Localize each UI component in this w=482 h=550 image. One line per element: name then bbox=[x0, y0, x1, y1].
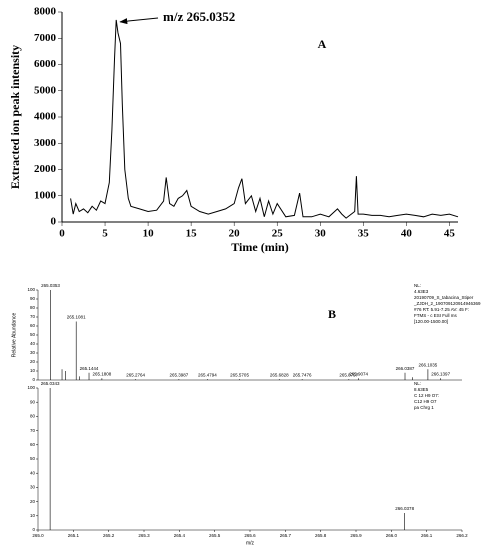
y-tick-label: 60 bbox=[30, 323, 36, 328]
annotation: m/z 265.0352 bbox=[163, 9, 235, 24]
info-text: [120.00-1500.00] bbox=[414, 319, 448, 324]
chromatogram-line bbox=[70, 19, 459, 219]
peak-label: 265.0353 bbox=[41, 283, 60, 288]
y-tick-label: 50 bbox=[30, 332, 36, 337]
peak-label: 265.5705 bbox=[230, 372, 249, 377]
x-tick-label: 30 bbox=[315, 228, 327, 240]
y-tick-label: 8000 bbox=[34, 6, 57, 18]
y-tick-label: 7000 bbox=[34, 32, 57, 44]
peak-label: 266.1397 bbox=[431, 371, 450, 376]
x-tick-label: 0 bbox=[59, 228, 65, 240]
y-tick-label: 2000 bbox=[34, 163, 57, 175]
y-tick-label: 20 bbox=[30, 499, 36, 504]
y-tick-label: 90 bbox=[30, 296, 36, 301]
peak-label: 266.1035 bbox=[419, 362, 438, 367]
y-tick-label: 4000 bbox=[34, 111, 57, 123]
info-text: 20190709_S_tabacina_Stiper bbox=[414, 295, 474, 300]
y-tick-label: 100 bbox=[27, 385, 35, 390]
annotation-arrow bbox=[119, 17, 159, 25]
peak-label: 266.0378 bbox=[395, 506, 414, 511]
info-text: _ZJDH_2_190709120914946369 bbox=[413, 301, 481, 306]
panel-label: B bbox=[328, 307, 336, 321]
peak-label: 265.1081 bbox=[67, 315, 86, 320]
peak-label: 266.0387 bbox=[396, 366, 415, 371]
info-text: 8.63E5 bbox=[414, 387, 429, 392]
panel-label: A bbox=[318, 37, 327, 51]
info-text: #76 RT: 5.91-7.25 AV: 45 F: bbox=[414, 307, 469, 312]
x-tick-label: 265.9 bbox=[350, 533, 362, 538]
x-tick-label: 20 bbox=[229, 228, 241, 240]
x-tick-label: 265.2 bbox=[103, 533, 115, 538]
peak-label: 265.3987 bbox=[169, 372, 188, 377]
y-tick-label: 6000 bbox=[34, 58, 57, 70]
y-tick-label: 80 bbox=[30, 305, 36, 310]
x-tick-label: 266.2 bbox=[456, 533, 468, 538]
x-tick-label: 45 bbox=[444, 228, 456, 240]
y-tick-label: 70 bbox=[30, 428, 36, 433]
peak-label: 265.7476 bbox=[293, 372, 312, 377]
x-tick-label: 265.3 bbox=[138, 533, 150, 538]
y-tick-label: 40 bbox=[30, 341, 36, 346]
x-tick-label: 265.6 bbox=[244, 533, 256, 538]
x-tick-label: 265.8 bbox=[315, 533, 327, 538]
peak-label: 265.1444 bbox=[80, 366, 99, 371]
x-tick-label: 10 bbox=[143, 228, 155, 240]
y-axis-label: Extracted ion peak intensity bbox=[8, 45, 22, 189]
y-tick-label: 30 bbox=[30, 485, 36, 490]
x-tick-label: 265.1 bbox=[68, 533, 80, 538]
x-tick-label: 35 bbox=[358, 228, 370, 240]
y-tick-label: 40 bbox=[30, 470, 36, 475]
x-tick-label: 265.5 bbox=[209, 533, 221, 538]
info-text: pa Chrg 1 bbox=[414, 405, 434, 410]
y-tick-label: 0 bbox=[32, 377, 35, 382]
x-tick-label: 5 bbox=[102, 228, 108, 240]
y-tick-label: 90 bbox=[30, 399, 36, 404]
peak-label: 265.2764 bbox=[126, 372, 145, 377]
peak-label: 265.9074 bbox=[349, 371, 368, 376]
info-text: 4.63E3 bbox=[414, 289, 429, 294]
info-text: FTMS - c ESI Full ms bbox=[414, 313, 458, 318]
info-text: C 12 H9 O7: bbox=[414, 393, 439, 398]
y-tick-label: 100 bbox=[27, 287, 35, 292]
info-text: NL: bbox=[414, 283, 421, 288]
y-tick-label: 20 bbox=[30, 359, 36, 364]
x-tick-label: 265.0 bbox=[32, 533, 44, 538]
y-tick-label: 10 bbox=[30, 368, 36, 373]
y-tick-label: 80 bbox=[30, 414, 36, 419]
peak-label: 265.1808 bbox=[92, 371, 111, 376]
y-tick-label: 3000 bbox=[34, 137, 57, 149]
peak-label: 265.8797 bbox=[339, 372, 358, 377]
info-text: C12 H9 O7 bbox=[414, 399, 437, 404]
y-tick-label: 70 bbox=[30, 314, 36, 319]
y-tick-label: 50 bbox=[30, 456, 36, 461]
y-tick-label: 1000 bbox=[34, 189, 57, 201]
x-tick-label: 265.7 bbox=[280, 533, 292, 538]
x-axis-label: m/z bbox=[246, 540, 255, 546]
peak-label: 265.0343 bbox=[41, 381, 60, 386]
peak-label: 265.6828 bbox=[270, 372, 289, 377]
x-tick-label: 25 bbox=[272, 228, 284, 240]
x-tick-label: 266.1 bbox=[421, 533, 433, 538]
y-tick-label: 10 bbox=[30, 513, 36, 518]
x-tick-label: 40 bbox=[401, 228, 413, 240]
x-axis-label: Time (min) bbox=[231, 240, 288, 254]
peak-label: 265.4794 bbox=[198, 372, 217, 377]
y-tick-label: 30 bbox=[30, 350, 36, 355]
info-text: NL: bbox=[414, 381, 421, 386]
y-tick-label: 0 bbox=[32, 527, 35, 532]
y-tick-label: 60 bbox=[30, 442, 36, 447]
y-axis-label: Relative Abundance bbox=[11, 313, 17, 358]
x-tick-label: 265.4 bbox=[174, 533, 186, 538]
x-tick-label: 266.0 bbox=[386, 533, 398, 538]
y-tick-label: 0 bbox=[51, 216, 57, 228]
y-tick-label: 5000 bbox=[34, 84, 57, 96]
x-tick-label: 15 bbox=[186, 228, 198, 240]
